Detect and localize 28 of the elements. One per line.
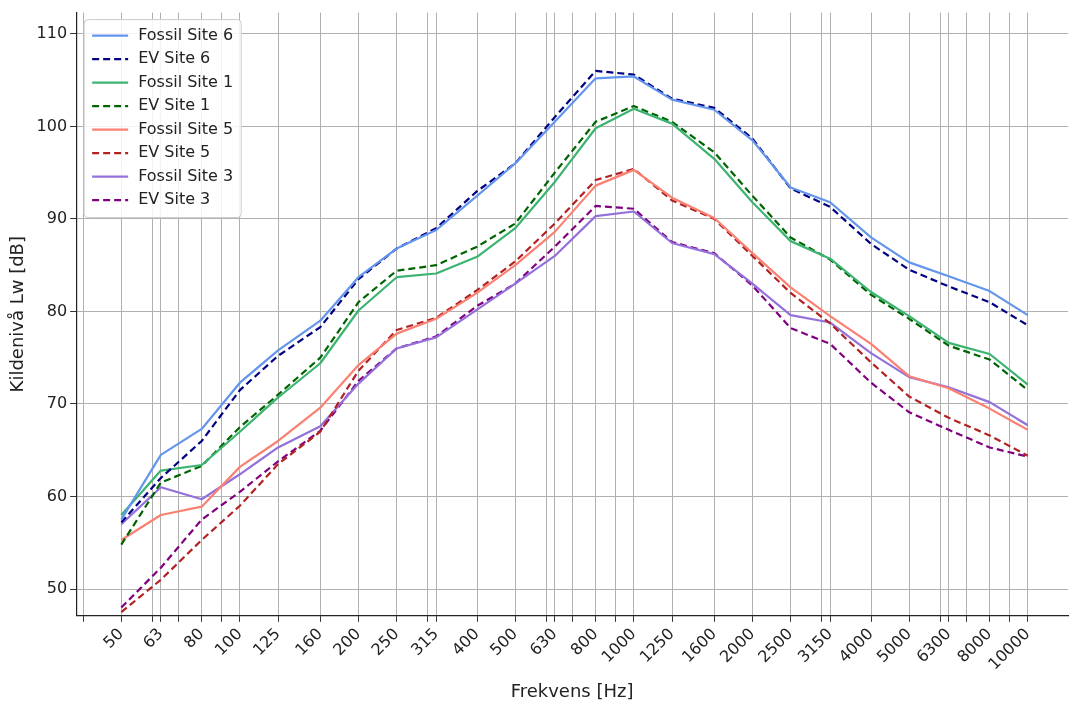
y-tick-label: 70 <box>46 393 68 413</box>
x-tick-label: 50 <box>99 623 128 652</box>
y-tick-label: 100 <box>36 115 68 135</box>
x-tick-label: 800 <box>566 623 602 659</box>
y-tick-label: 110 <box>36 23 68 43</box>
legend-label: Fossil Site 3 <box>138 165 234 185</box>
legend-label: EV Site 1 <box>138 95 211 115</box>
x-tick-label: 500 <box>485 623 522 659</box>
x-tick-label: 125 <box>248 623 284 659</box>
legend-label: Fossil Site 6 <box>138 24 234 44</box>
y-tick-label: 80 <box>46 300 68 320</box>
legend-label: Fossil Site 1 <box>138 71 234 91</box>
legend-label: EV Site 3 <box>138 189 211 209</box>
x-tick-label: 100 <box>210 623 246 659</box>
legend-label: EV Site 5 <box>138 142 211 162</box>
x-tick-label: 315 <box>406 623 442 659</box>
legend-label: Fossil Site 5 <box>138 118 234 138</box>
x-tick-label: 63 <box>138 623 167 652</box>
y-tick-label: 90 <box>46 208 68 228</box>
y-tick-label: 50 <box>46 578 68 598</box>
x-tick-label: 160 <box>291 623 327 659</box>
y-tick-label: 60 <box>46 485 68 505</box>
x-tick-label: 400 <box>447 623 483 659</box>
x-tick-label: 630 <box>525 623 561 659</box>
x-tick-label: 80 <box>179 623 208 652</box>
legend-label: EV Site 6 <box>138 48 211 68</box>
y-axis-title: Kildenivå Lw [dB] <box>6 236 28 393</box>
x-axis-title: Frekvens [Hz] <box>510 679 634 701</box>
